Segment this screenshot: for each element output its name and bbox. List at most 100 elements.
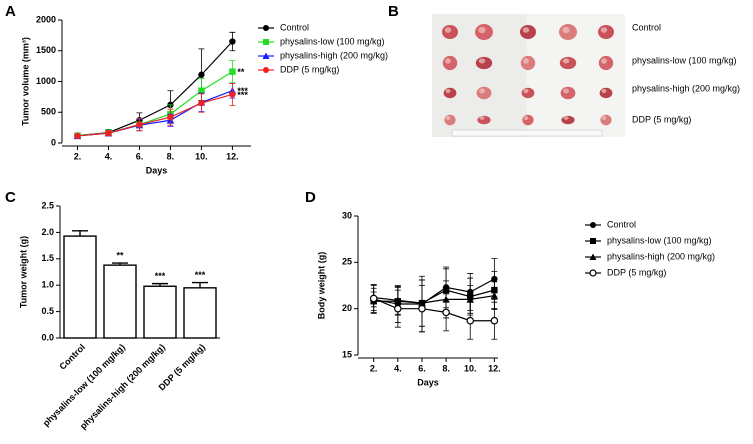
marker xyxy=(466,295,474,303)
y-tick-label: 2000 xyxy=(36,14,56,24)
x-axis-label: Days xyxy=(417,377,439,387)
y-tick-label: 1500 xyxy=(36,45,56,55)
x-tick-label: 2. xyxy=(370,363,378,373)
tumor-highlight xyxy=(478,58,486,64)
panel-letter: B xyxy=(388,3,399,20)
tumor-highlight xyxy=(522,27,530,33)
tumor-highlight xyxy=(601,88,607,94)
x-axis-label: Days xyxy=(146,165,168,175)
marker xyxy=(590,238,596,244)
legend-label: Control xyxy=(607,219,636,229)
tumor-highlight xyxy=(523,115,529,121)
series-line xyxy=(77,71,233,137)
series-line xyxy=(373,278,495,305)
series-line xyxy=(77,93,233,137)
marker xyxy=(590,222,596,228)
tumor xyxy=(522,114,534,126)
legend-label: DDP (5 mg/kg) xyxy=(607,267,666,277)
marker xyxy=(490,316,499,325)
marker xyxy=(263,25,269,31)
series-line xyxy=(77,90,233,137)
tumor-highlight xyxy=(563,116,569,120)
marker xyxy=(198,71,205,78)
tumor-highlight xyxy=(562,58,570,64)
marker xyxy=(589,269,597,277)
marker xyxy=(418,304,426,313)
legend-label: physalins-high (200 mg/kg) xyxy=(607,251,715,261)
x-tick-label: 12. xyxy=(488,363,501,373)
x-tick-label: 6. xyxy=(418,363,426,373)
tumor-highlight xyxy=(562,26,570,34)
y-axis-label: Tumor volume (mm³) xyxy=(20,37,30,126)
marker xyxy=(136,121,143,128)
ruler xyxy=(451,129,603,137)
tumor xyxy=(476,86,492,100)
tumor xyxy=(444,114,456,126)
x-tick-label: 10. xyxy=(464,363,477,373)
bar xyxy=(63,235,97,339)
tumor xyxy=(599,87,613,99)
significance-label: *** xyxy=(155,271,166,281)
error-bar xyxy=(72,230,88,237)
tumor-highlight xyxy=(523,58,529,64)
significance-label: *** xyxy=(195,270,206,280)
error-bar xyxy=(192,281,208,288)
significance-label: ** xyxy=(116,250,124,260)
marker xyxy=(589,253,597,260)
tumor-highlight xyxy=(444,27,452,33)
tumor-highlight xyxy=(479,116,485,120)
legend-label: physalins-low (100 mg/kg) xyxy=(607,235,712,245)
x-tick-label: physalins-low (100 mg/kg) xyxy=(41,342,127,428)
marker xyxy=(198,87,205,94)
x-tick-label: 8. xyxy=(167,151,175,161)
marker xyxy=(167,113,174,121)
bar xyxy=(103,264,137,339)
bar xyxy=(143,285,177,339)
row-label: Control xyxy=(632,22,661,32)
legend-label: physalins-low (100 mg/kg) xyxy=(280,36,385,46)
x-tick-label: 12. xyxy=(226,151,239,161)
bar xyxy=(183,287,217,339)
row-label: DDP (5 mg/kg) xyxy=(632,114,691,124)
x-tick-label: 8. xyxy=(442,363,450,373)
tumor xyxy=(560,86,576,100)
x-tick-label: 10. xyxy=(195,151,208,161)
row-label: physalins-low (100 mg/kg) xyxy=(632,55,737,65)
x-tick-label: 4. xyxy=(105,151,113,161)
y-tick-label: 2.5 xyxy=(41,200,54,210)
series-line xyxy=(373,295,495,304)
marker xyxy=(263,39,269,45)
tumor-highlight xyxy=(445,58,451,64)
panel-letter: C xyxy=(5,189,16,206)
tumor xyxy=(521,87,535,99)
tumor xyxy=(600,114,612,126)
x-tick-label: 6. xyxy=(136,151,144,161)
y-tick-label: 15 xyxy=(342,349,352,359)
tumor-highlight xyxy=(445,115,451,121)
legend-label: physalins-high (200 mg/kg) xyxy=(280,50,388,60)
marker xyxy=(394,304,402,313)
y-axis-label: Body weight (g) xyxy=(316,252,326,320)
tumor-highlight xyxy=(523,88,529,94)
tumor xyxy=(443,87,457,99)
x-tick-label: 2. xyxy=(74,151,82,161)
significance-label: ** xyxy=(237,67,245,77)
y-tick-label: 20 xyxy=(342,303,352,313)
tumor-highlight xyxy=(601,115,607,121)
y-axis-label: Tumor weight (g) xyxy=(18,236,28,308)
x-tick-label: physalins-high (200 mg/kg) xyxy=(78,342,167,431)
panel-letter: D xyxy=(305,189,316,206)
legend-label: Control xyxy=(280,22,309,32)
series-line xyxy=(373,289,495,304)
y-tick-label: 0.0 xyxy=(41,332,54,342)
y-tick-label: 2.0 xyxy=(41,227,54,237)
panel-letter: A xyxy=(5,3,16,20)
marker xyxy=(74,132,81,140)
series-line xyxy=(77,41,233,137)
tumor-highlight xyxy=(601,58,607,64)
x-tick-label: 4. xyxy=(394,363,402,373)
row-label: physalins-high (200 mg/kg) xyxy=(632,83,740,93)
tumor-highlight xyxy=(563,88,569,94)
